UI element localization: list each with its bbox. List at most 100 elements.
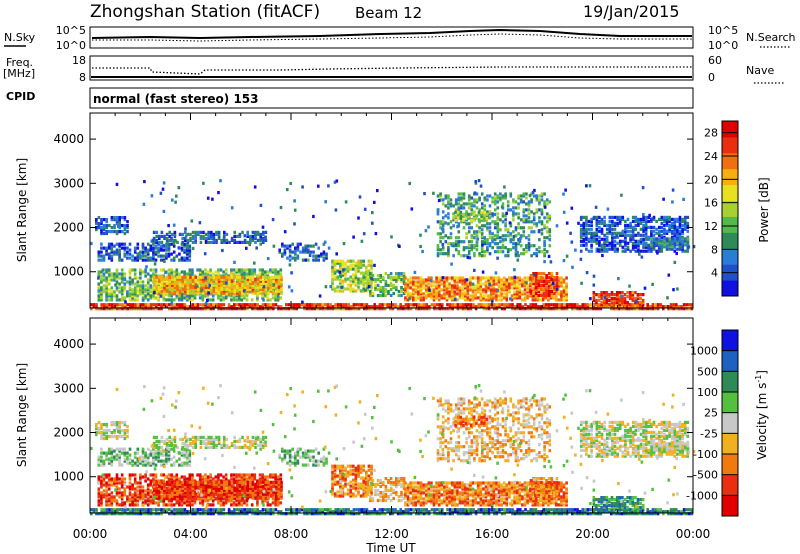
power-echo-cell — [652, 215, 656, 219]
power-echo-cell — [259, 287, 262, 291]
power-echo-cell — [115, 294, 119, 298]
power-echo-cell — [495, 307, 499, 311]
power-echo-cell — [521, 290, 524, 294]
power-echo-cell — [243, 276, 246, 280]
power-echo-cell — [199, 285, 203, 289]
velocity-echo-cell — [136, 510, 140, 514]
power-echo-cell — [515, 296, 519, 300]
power-echo-cell — [440, 294, 444, 298]
power-echo-cell — [314, 242, 318, 246]
power-echo-cell — [336, 259, 339, 263]
power-echo-cell — [181, 283, 184, 287]
power-echo-cell — [136, 290, 140, 294]
power-echo-cell — [461, 292, 464, 296]
power-echo-cell — [390, 235, 393, 239]
power-echo-cell — [444, 196, 448, 200]
power-echo-cell — [493, 305, 496, 309]
power-echo-cell — [534, 291, 538, 296]
power-echo-cell — [685, 303, 688, 307]
power-echo-cell — [624, 225, 627, 229]
power-echo-cell — [357, 305, 361, 309]
power-echo-cell — [636, 300, 640, 305]
power-echo-cell — [407, 303, 410, 307]
power-echo-cell — [644, 249, 648, 253]
velocity-echo-cell — [230, 510, 233, 514]
power-echo-cell — [437, 294, 441, 298]
power-echo-cell — [288, 258, 292, 262]
power-echo-cell — [344, 273, 347, 277]
power-echo-cell — [246, 281, 249, 285]
power-echo-cell — [620, 193, 623, 197]
velocity-echo-cell — [243, 512, 246, 516]
power-echo-cell — [595, 293, 598, 297]
power-echo-cell — [522, 230, 526, 234]
power-echo-cell — [333, 259, 337, 263]
power-echo-cell — [110, 248, 114, 252]
power-echo-cell — [191, 277, 195, 281]
power-echo-cell — [155, 285, 158, 289]
power-echo-cell — [594, 307, 597, 311]
power-echo-cell — [103, 303, 106, 307]
power-echo-cell — [251, 305, 254, 309]
power-echo-cell — [474, 284, 477, 288]
power-echo-cell — [467, 230, 471, 234]
power-echo-cell — [183, 256, 186, 260]
power-echo-cell — [419, 278, 423, 282]
power-echo-cell — [333, 289, 337, 293]
velocity-echo-cell — [279, 512, 283, 516]
power-echo-cell — [334, 307, 337, 311]
power-echo-cell — [240, 305, 244, 309]
power-echo-cell — [118, 226, 121, 230]
beam-label: Beam 12 — [355, 4, 422, 22]
power-echo-cell — [146, 282, 150, 286]
power-echo-cell — [142, 307, 145, 311]
power-echo-cell — [161, 187, 165, 191]
power-echo-cell — [362, 283, 365, 287]
power-echo-cell — [540, 210, 544, 214]
power-echo-cell — [647, 215, 651, 219]
power-echo-cell — [449, 232, 453, 236]
power-echo-cell — [287, 285, 291, 289]
power-echo-cell — [178, 298, 181, 302]
velocity-echo-cell — [511, 508, 514, 512]
velocity-echo-cell — [217, 512, 220, 516]
power-echo-cell — [686, 249, 690, 253]
velocity-echo-cell — [243, 508, 246, 512]
power-echo-cell — [663, 215, 666, 219]
power-echo-cell — [190, 219, 194, 223]
power-echo-cell — [643, 307, 647, 311]
power-echo-cell — [267, 279, 270, 283]
power-echo-cell — [217, 283, 221, 287]
power-echo-cell — [233, 305, 236, 309]
velocity-echo-cell — [415, 512, 418, 516]
power-echo-cell — [204, 240, 208, 244]
power-echo-cell — [633, 307, 636, 311]
power-echo-cell — [463, 298, 467, 302]
power-echo-cell — [550, 303, 553, 307]
power-echo-cell — [510, 278, 514, 282]
power-echo-cell — [317, 254, 320, 258]
power-echo-cell — [171, 285, 174, 289]
power-echo-cell — [294, 256, 297, 260]
power-echo-cell — [642, 219, 645, 223]
power-echo-cell — [655, 239, 659, 243]
power-echo-cell — [475, 240, 479, 244]
power-echo-cell — [462, 196, 466, 200]
velocity-echo-cell — [459, 508, 462, 512]
power-echo-cell — [178, 303, 181, 307]
power-echo-cell — [585, 215, 588, 219]
power-echo-cell — [349, 263, 352, 267]
power-echo-cell — [513, 275, 517, 279]
power-echo-cell — [676, 219, 679, 223]
power-echo-cell — [547, 275, 551, 280]
power-echo-cell — [378, 305, 382, 309]
power-echo-cell — [540, 287, 543, 292]
power-echo-cell — [248, 303, 252, 307]
power-echo-cell — [309, 244, 313, 248]
power-echo-cell — [522, 218, 526, 222]
power-echo-cell — [637, 219, 640, 223]
power-echo-cell — [503, 185, 506, 189]
power-echo-cell — [230, 236, 234, 240]
power-echo-cell — [186, 285, 190, 289]
power-echo-cell — [476, 280, 480, 284]
